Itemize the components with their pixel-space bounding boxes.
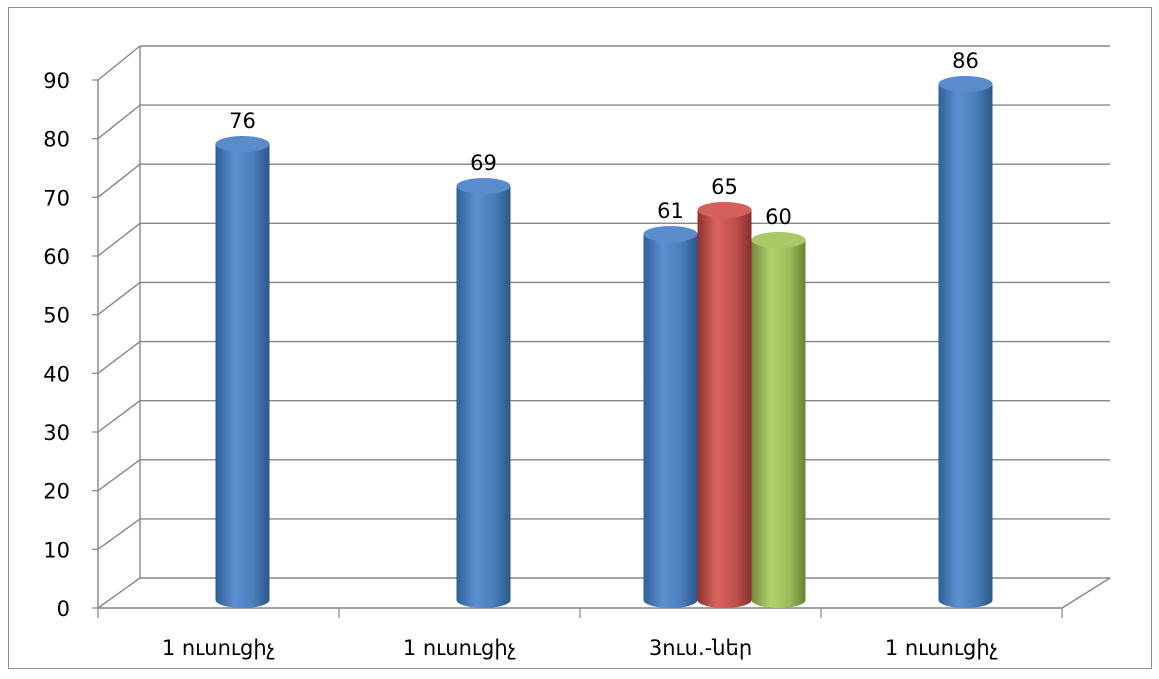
bar-top	[697, 202, 752, 218]
x-tick-label: 3ուս.-ներ	[649, 636, 752, 660]
y-tick-label: 70	[43, 186, 70, 210]
bar-top	[751, 232, 806, 248]
bar-top	[643, 226, 698, 242]
x-tick-label: 1 ուսուցիչ	[403, 636, 516, 660]
side-gridline	[97, 45, 141, 81]
side-gridline	[97, 104, 141, 140]
floor-right-edge	[1061, 577, 1111, 609]
bar-cylinder	[456, 186, 511, 608]
data-label: 76	[229, 109, 256, 133]
bar-cylinder	[215, 144, 270, 608]
data-label: 61	[657, 199, 684, 223]
side-gridline	[97, 459, 141, 492]
bar-cylinder	[643, 234, 698, 608]
x-tick-label: 1 ուսուցիչ	[885, 636, 998, 660]
side-gridline	[97, 163, 141, 198]
y-tick-label: 30	[43, 421, 70, 445]
axes	[92, 46, 1111, 618]
bar-cylinder	[697, 210, 752, 608]
bars	[215, 76, 993, 608]
y-tick-label: 90	[43, 69, 70, 93]
y-tick-label: 80	[43, 128, 70, 152]
labels: 0 10 20 30 40 50 60 70 80 90 1 ուսուցիչ 1 ուսուցիչ 3…	[43, 49, 998, 660]
y-tick-label: 50	[43, 304, 70, 328]
x-tick-label: 1 ուսուցիչ	[162, 636, 275, 660]
y-tick-label: 40	[43, 362, 70, 386]
side-gridline	[97, 518, 141, 550]
bar-top	[938, 76, 993, 92]
bar-cylinder	[751, 240, 806, 608]
side-gridline	[97, 400, 141, 433]
side-gridline	[97, 340, 141, 374]
bar-cylinder	[938, 84, 993, 608]
y-tick-label: 60	[43, 245, 70, 269]
data-label: 86	[952, 49, 979, 73]
y-tick-label: 20	[43, 480, 70, 504]
bar-top	[456, 178, 511, 194]
side-gridline	[97, 281, 141, 316]
bar-top	[215, 136, 270, 152]
side-gridline	[97, 222, 141, 257]
side-gridline	[97, 577, 141, 609]
y-tick-label: 10	[43, 538, 70, 562]
y-tick-label: 0	[57, 597, 70, 621]
data-label: 60	[765, 205, 792, 229]
data-label: 69	[470, 151, 497, 175]
data-label: 65	[711, 175, 738, 199]
